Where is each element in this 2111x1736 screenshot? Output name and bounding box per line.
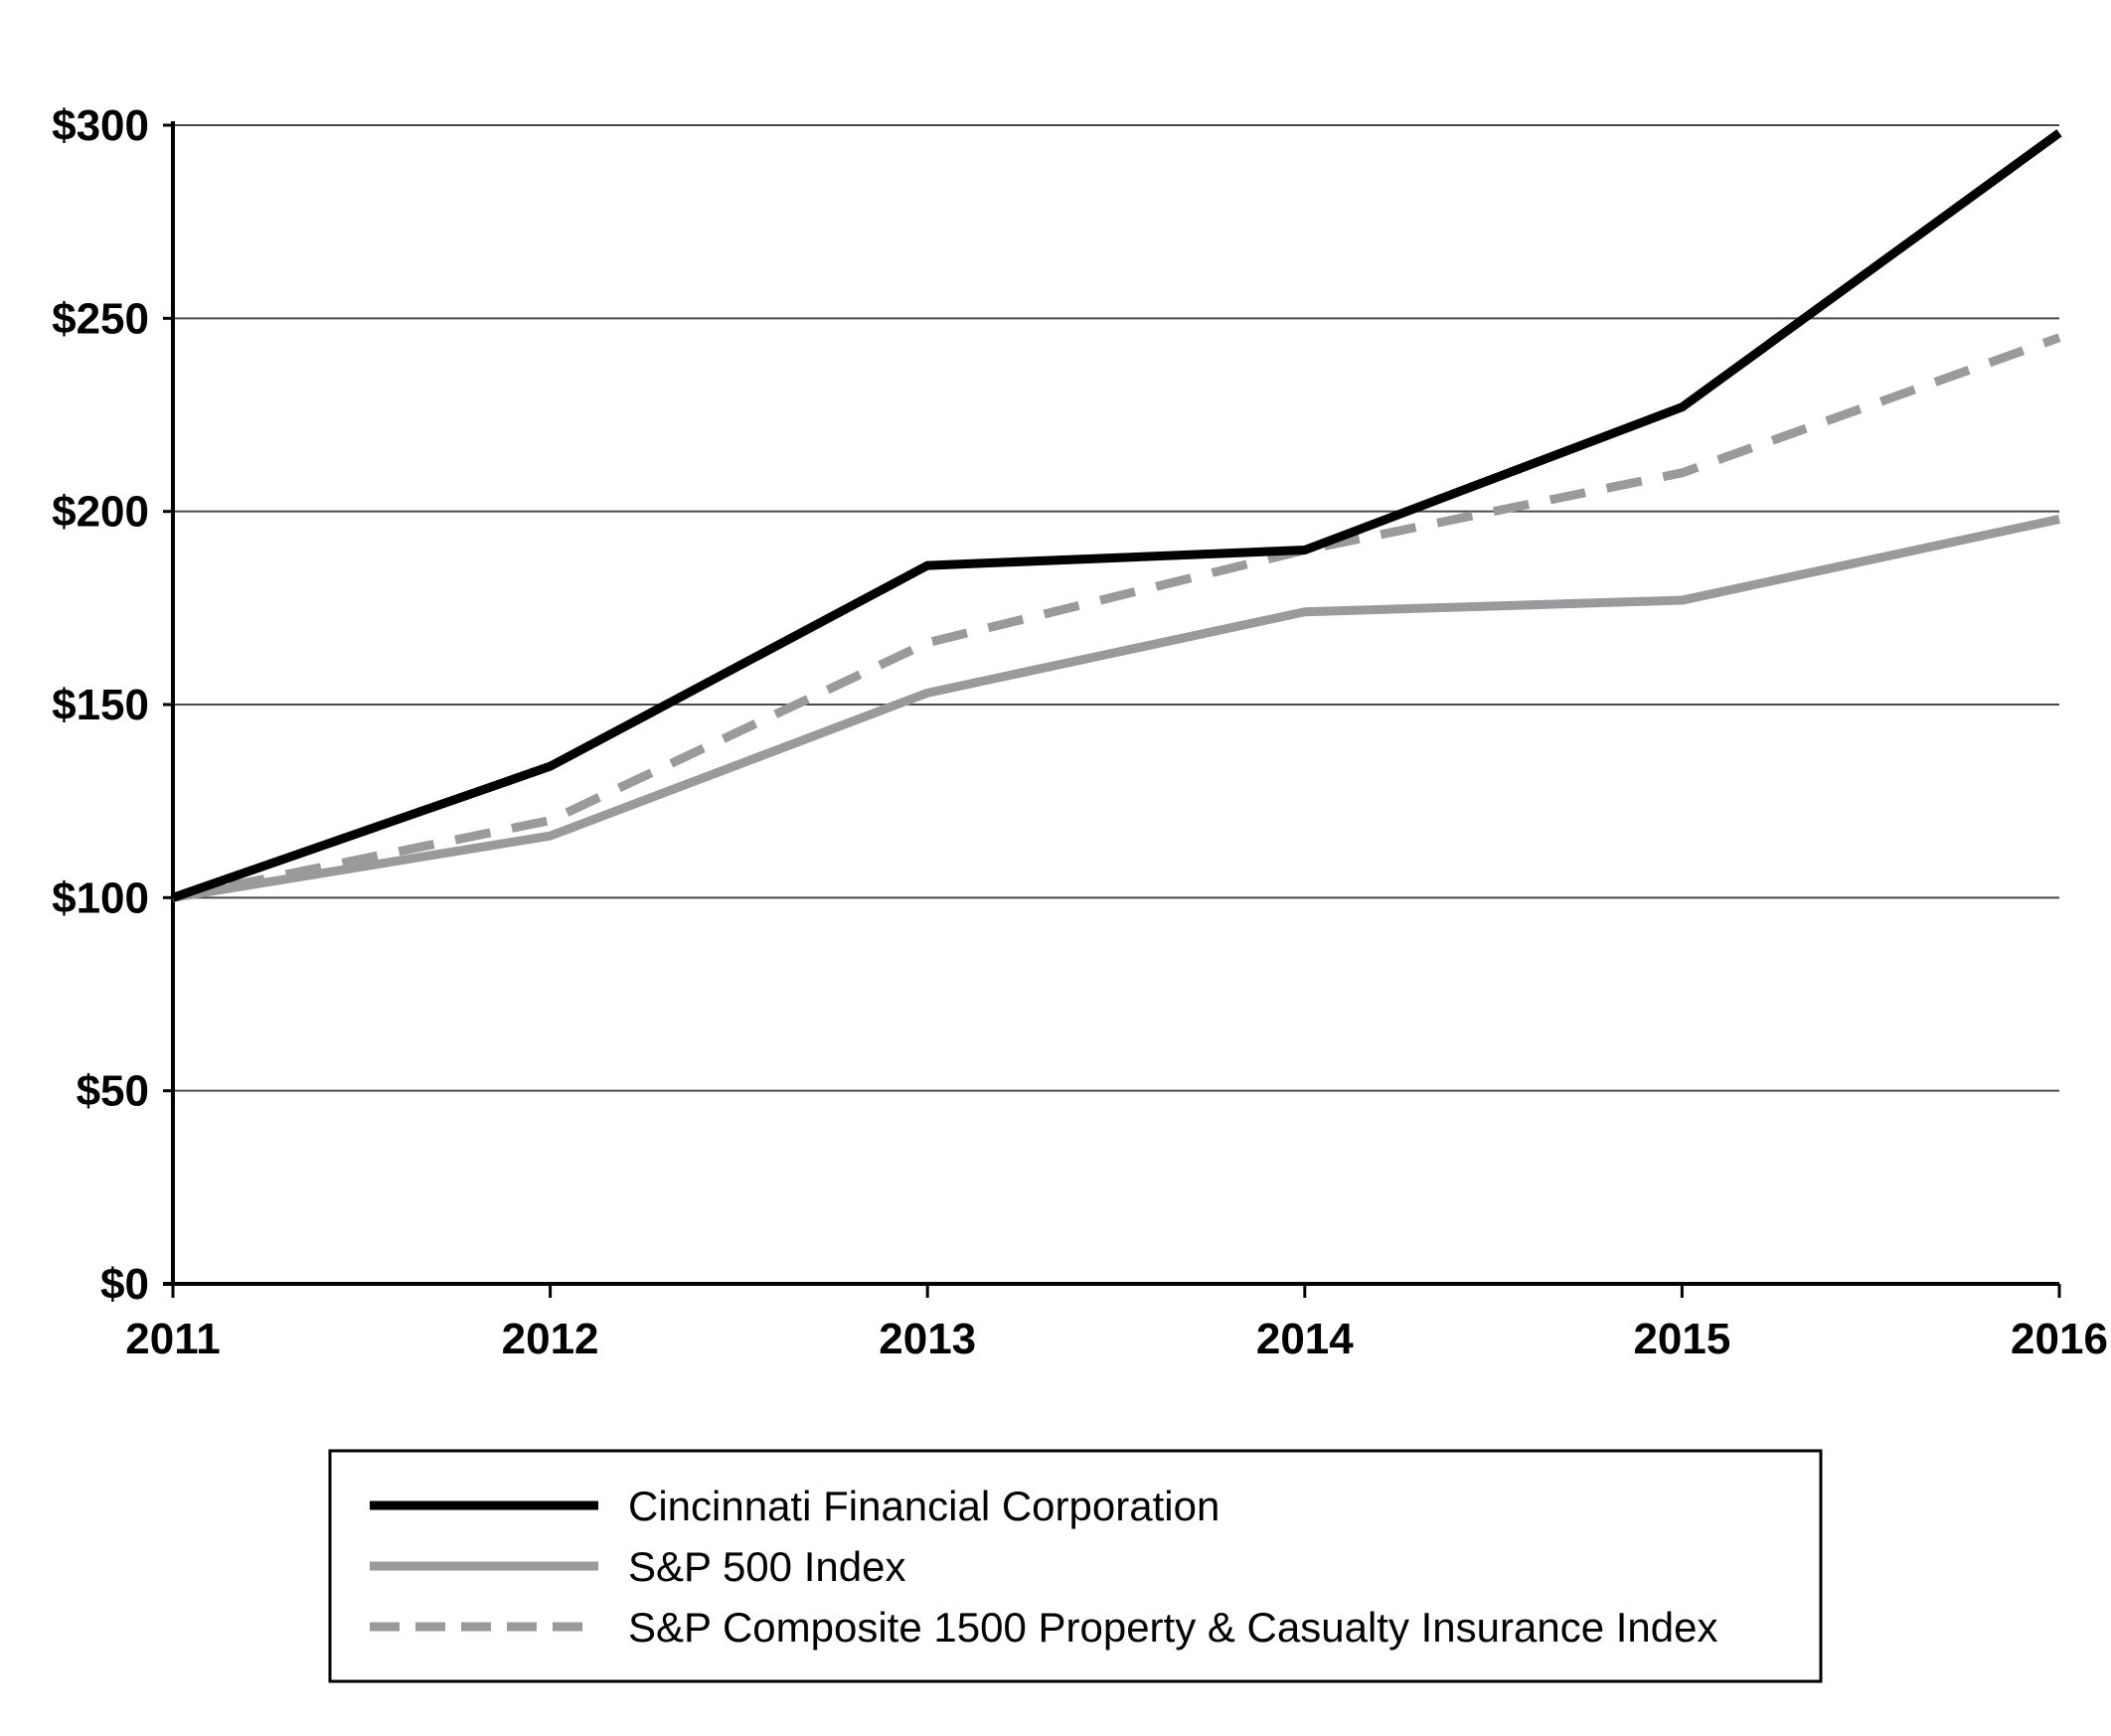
series-line-s-p-500-index [172, 515, 2060, 902]
series-line-cincinnati-financial-corporation [171, 129, 2062, 902]
y-tick-label: $250 [52, 294, 149, 343]
y-tick-label: $100 [52, 873, 149, 922]
y-tick-label: $300 [52, 101, 149, 150]
series-lines [171, 129, 2062, 902]
y-tick-label: $0 [100, 1260, 149, 1309]
legend: Cincinnati Financial Corporation S&P 500 … [328, 1449, 1823, 1683]
y-tick-label: $50 [77, 1067, 149, 1116]
x-tick-label: 2012 [502, 1315, 599, 1363]
x-tick-label: 2014 [1256, 1315, 1354, 1363]
x-tick-label: 2011 [125, 1315, 220, 1363]
series-line-s-p-composite-1500-property-casualty-insurance-index [172, 333, 2061, 902]
x-tick-label: 2016 [2011, 1315, 2108, 1363]
legend-label: S&P 500 Index [628, 1543, 905, 1590]
y-tick-label: $200 [52, 488, 149, 537]
y-tick-label: $150 [52, 681, 149, 729]
x-tick-label: 2015 [1633, 1315, 1730, 1363]
legend-label: Cincinnati Financial Corporation [628, 1483, 1219, 1529]
legend-label: S&P Composite 1500 Property & Casualty I… [628, 1604, 1718, 1651]
x-tick-label: 2013 [879, 1315, 976, 1363]
gridlines [173, 124, 2059, 1092]
axes: $0 $50 $100 $150 $200 $250 $300 2011 2012 2013 201… [52, 101, 2108, 1363]
